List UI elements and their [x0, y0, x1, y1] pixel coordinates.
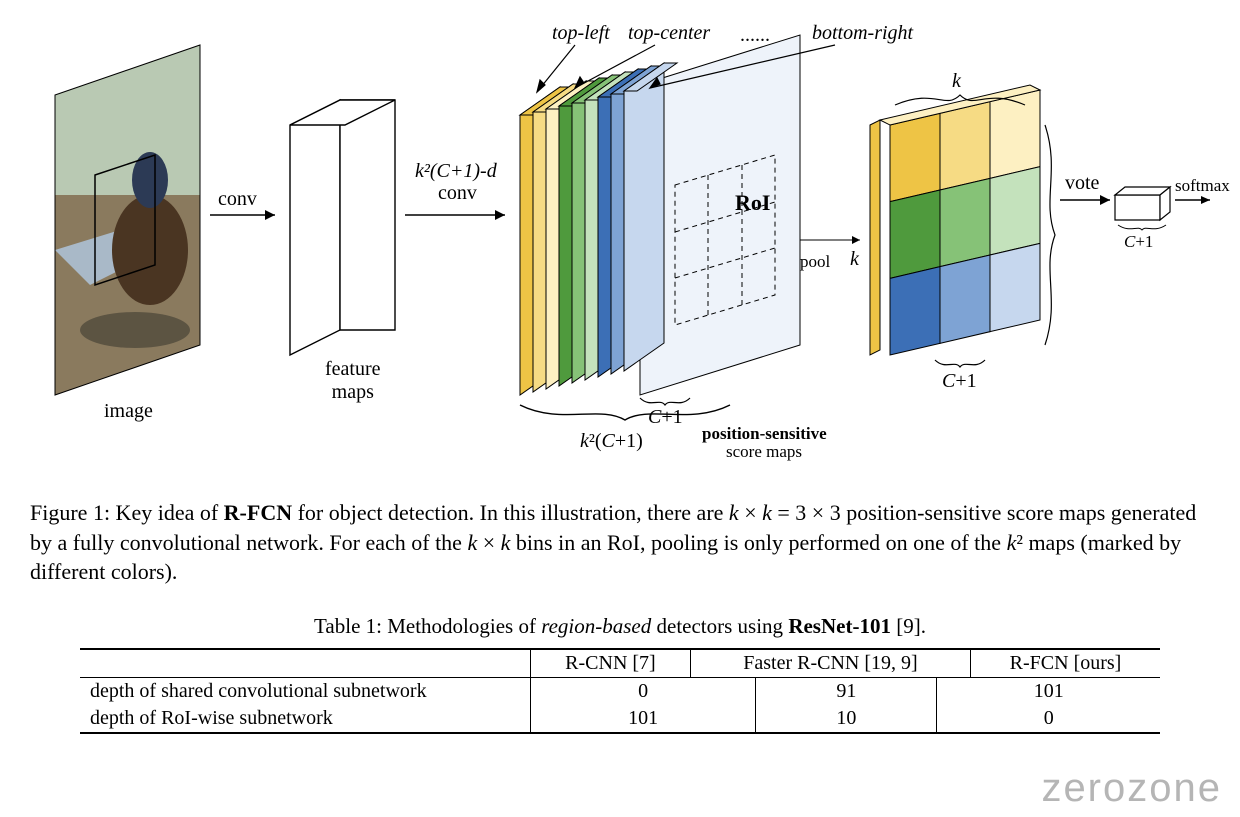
cap-kxk: k × k = 3 × 3 [729, 500, 841, 525]
col-faster: Faster R-CNN [19, 9] [690, 650, 970, 677]
label-vote: vote [1065, 172, 1099, 195]
label-feature-maps: feature maps [325, 358, 381, 404]
label-top-left: top-left [552, 22, 610, 45]
cap-m3: bins in an RoI, pooling is only performe… [510, 530, 1006, 555]
col-rcnn: R-CNN [7] [531, 650, 691, 677]
arrow-softmax [1175, 196, 1210, 204]
label-ps-bot: score maps [726, 442, 802, 462]
feature-map-box [290, 100, 395, 355]
label-c1-b: C [942, 370, 955, 392]
label-bottom-right: bottom-right [812, 22, 913, 45]
label-k-top: k [952, 70, 961, 93]
label-conv2-top: k²(C+1)-d [415, 160, 497, 183]
tt-ref: [9]. [891, 614, 926, 638]
table-row: depth of shared convolutional subnetwork… [80, 678, 1160, 705]
cap-k2: k² [1007, 530, 1023, 555]
row1-v2: 0 [937, 705, 1160, 732]
brace-c1-b [935, 360, 985, 367]
figure-svg [0, 0, 1240, 490]
label-c1-c: C [1124, 232, 1135, 251]
tt-b: ResNet-101 [788, 614, 891, 638]
label-k-side: k [850, 248, 859, 271]
arrow-vote [1060, 195, 1110, 205]
row0-v1: 91 [756, 678, 937, 705]
label-roi: RoI [735, 190, 770, 216]
figure-1: image conv feature maps k²(C+1)-d conv R… [0, 0, 1240, 490]
label-top-center: top-center [628, 22, 710, 45]
table-title: Table 1: Methodologies of region-based d… [0, 614, 1240, 639]
tt-it: region-based [541, 614, 651, 638]
table-header-row: R-CNN [7] Faster R-CNN [19, 9] R-FCN [ou… [80, 650, 1160, 677]
table-1: R-CNN [7] Faster R-CNN [19, 9] R-FCN [ou… [80, 648, 1160, 734]
score-maps [520, 35, 860, 395]
tt-pre: Table 1: Methodologies of [314, 614, 541, 638]
label-conv2-bot: conv [438, 182, 477, 205]
col-rfcn: R-FCN [ours] [971, 650, 1160, 677]
cap-prefix: Figure 1: Key idea of [30, 500, 224, 525]
cap-kxk2: k × k [467, 530, 510, 555]
label-c1-a: C [648, 406, 661, 428]
row1-v0: 101 [531, 705, 756, 732]
label-softmax: softmax [1175, 176, 1230, 196]
cap-m1: for object detection. In this illustrati… [292, 500, 729, 525]
label-dots: ...... [740, 24, 770, 47]
arrow-conv1 [210, 210, 275, 220]
row0-v0: 0 [531, 678, 756, 705]
arrow-conv2 [405, 210, 505, 220]
kxk-grid [870, 85, 1040, 355]
label-image: image [104, 400, 153, 423]
label-k2c1: k²(C+1) [580, 430, 643, 453]
brace-k-side [1045, 125, 1055, 345]
page: image conv feature maps k²(C+1)-d conv R… [0, 0, 1240, 817]
cap-rfcn: R-FCN [224, 500, 292, 525]
brace-c1-a [640, 398, 690, 405]
row0-label: depth of shared convolutional subnetwork [80, 678, 531, 705]
row1-v1: 10 [756, 705, 937, 732]
input-image [55, 45, 200, 395]
label-pool: pool [800, 252, 830, 272]
label-ps-top: position-sensitive [702, 424, 827, 444]
table-row: depth of RoI-wise subnetwork 101 10 0 [80, 705, 1160, 732]
output-cube [1115, 187, 1170, 220]
label-conv1: conv [218, 188, 257, 211]
brace-c1-c [1118, 225, 1166, 230]
tt-mid: detectors using [651, 614, 788, 638]
watermark: zerozone [1041, 766, 1222, 811]
row0-v2: 101 [937, 678, 1160, 705]
figure-caption: Figure 1: Key idea of R-FCN for object d… [30, 498, 1210, 587]
brace-k2c1 [520, 405, 730, 420]
row1-label: depth of RoI-wise subnetwork [80, 705, 531, 732]
